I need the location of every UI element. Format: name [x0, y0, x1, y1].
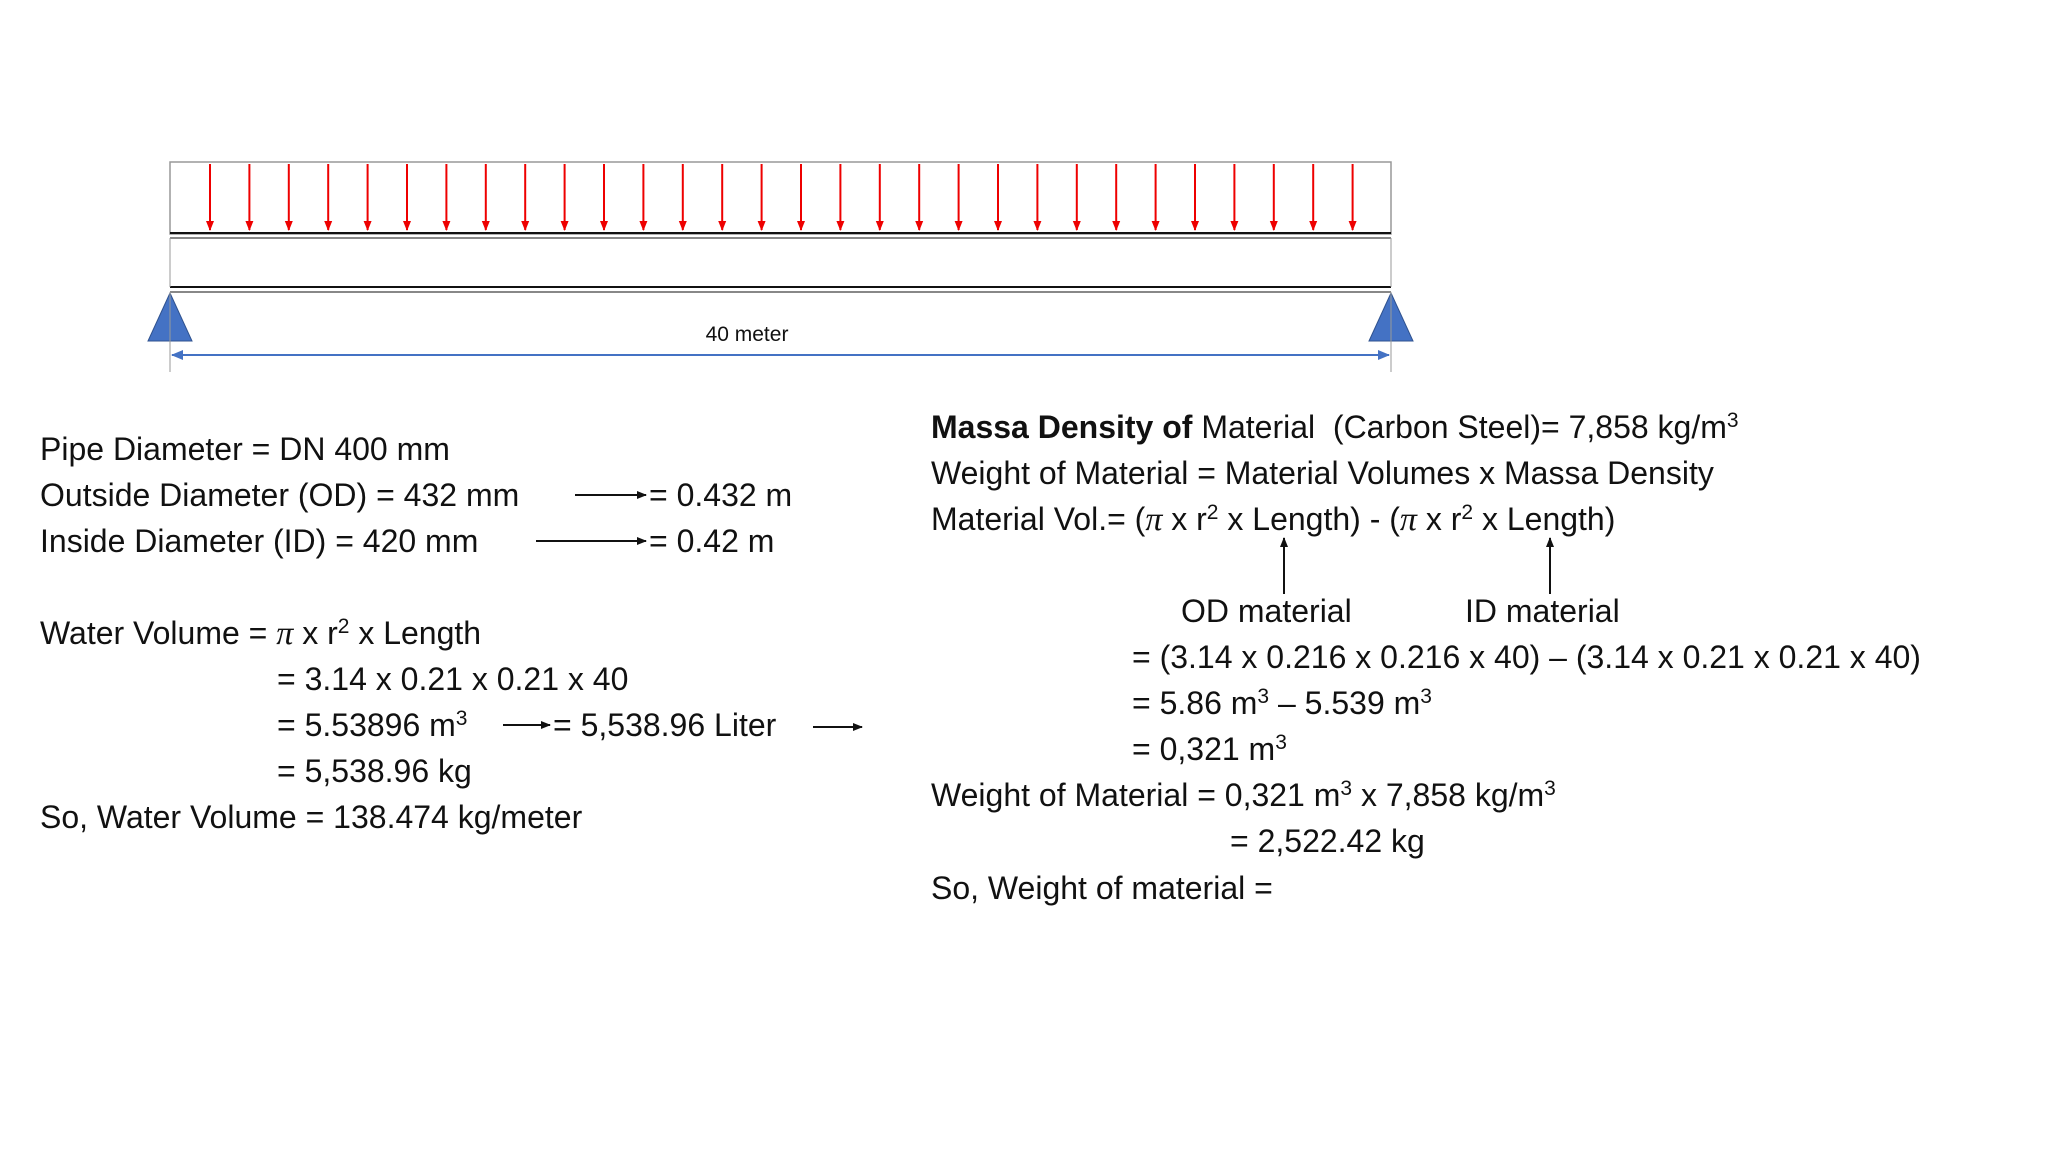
text-line: So, Water Volume = 138.474 kg/meter: [40, 799, 583, 835]
text-segment: = 3.14 x 0.21 x 0.21 x 40: [277, 661, 628, 697]
text-line: = 0,321 m3: [1132, 731, 1287, 768]
text-segment: 2: [338, 615, 350, 638]
text-line: Water Volume = π x r2 x Length: [40, 615, 481, 653]
text-line: Weight of Material = Material Volumes x …: [931, 455, 1714, 491]
text-segment: 2: [1207, 501, 1219, 524]
distributed-load: [206, 164, 1357, 231]
text-segment: So, Weight of material =: [931, 870, 1273, 906]
text-line: Material Vol.= (π x r2 x Length) - (π x …: [931, 501, 1615, 539]
text-segment: 3: [1544, 777, 1556, 800]
text-segment: = 5.86 m: [1132, 685, 1257, 721]
text-segment: x r: [293, 615, 338, 651]
text-segment: = 0.432 m: [649, 477, 792, 513]
text-line: = 0.432 m: [649, 477, 792, 513]
text-segment: 3: [456, 707, 468, 730]
text-line: Weight of Material = 0,321 m3 x 7,858 kg…: [931, 777, 1556, 814]
text-segment: Outside Diameter (OD) = 432 mm: [40, 477, 519, 513]
text-segment: = 2,522.42 kg: [1230, 823, 1425, 859]
text-segment: π: [276, 615, 294, 652]
text-line: So, Weight of material =: [931, 870, 1273, 906]
text-segment: Pipe Diameter = DN 400 mm: [40, 431, 450, 467]
text-segment: Massa Density of: [931, 409, 1193, 445]
text-segment: = 0,321 m: [1132, 731, 1275, 767]
text-segment: x Length) - (: [1218, 501, 1400, 537]
text-segment: – 5.539 m: [1269, 685, 1420, 721]
text-line: Massa Density of Material (Carbon Steel)…: [931, 409, 1739, 446]
text-segment: Weight of Material = 0,321 m: [931, 777, 1340, 813]
text-line: Pipe Diameter = DN 400 mm: [40, 431, 450, 467]
text-line: Inside Diameter (ID) = 420 mm: [40, 523, 478, 559]
text-segment: = 5,538.96 Liter: [553, 707, 777, 743]
text-line: = (3.14 x 0.216 x 0.216 x 40) – (3.14 x …: [1132, 639, 1921, 675]
text-segment: Material Vol.= (: [931, 501, 1146, 537]
text-segment: So, Water Volume = 138.474 kg/meter: [40, 799, 583, 835]
text-segment: ID material: [1465, 593, 1620, 629]
text-line: = 5,538.96 kg: [277, 753, 472, 789]
text-segment: x r: [1162, 501, 1207, 537]
id-label: ID material: [1465, 593, 1620, 629]
text-segment: x Length): [1473, 501, 1615, 537]
text-segment: x Length: [349, 615, 481, 651]
text-segment: OD material: [1181, 593, 1352, 629]
text-line: = 5.86 m3 – 5.539 m3: [1132, 685, 1432, 722]
text-segment: 3: [1340, 777, 1352, 800]
text-segment: x r: [1417, 501, 1462, 537]
text-line: = 2,522.42 kg: [1230, 823, 1425, 859]
text-segment: = (3.14 x 0.216 x 0.216 x 40) – (3.14 x …: [1132, 639, 1921, 675]
water-calculation: Pipe Diameter = DN 400 mm Outside Diamet…: [40, 431, 863, 835]
text-segment: = 0.42 m: [649, 523, 774, 559]
text-line: = 0.42 m: [649, 523, 774, 559]
text-segment: π: [1400, 501, 1418, 538]
text-line: = 5.53896 m3: [277, 707, 467, 744]
text-line: = 5,538.96 Liter: [553, 707, 777, 743]
text-segment: = 5,538.96 kg: [277, 753, 472, 789]
text-segment: π: [1145, 501, 1163, 538]
text-segment: x 7,858 kg/m: [1352, 777, 1544, 813]
beam-diagram: 40 meter: [147, 161, 1414, 372]
text-line: Outside Diameter (OD) = 432 mm: [40, 477, 519, 513]
text-segment: Material (Carbon Steel)= 7,858 kg/m: [1192, 409, 1726, 445]
load-box: [169, 161, 1392, 235]
od-label: OD material: [1181, 593, 1352, 629]
material-calculation: Massa Density of Material (Carbon Steel)…: [931, 409, 1921, 907]
text-segment: 3: [1727, 409, 1739, 432]
text-segment: = 5.53896 m: [277, 707, 456, 743]
text-segment: 2: [1461, 501, 1473, 524]
text-line: = 3.14 x 0.21 x 0.21 x 40: [277, 661, 628, 697]
span-label: 40 meter: [706, 323, 789, 346]
text-segment: Inside Diameter (ID) = 420 mm: [40, 523, 478, 559]
text-segment: 3: [1275, 731, 1287, 754]
text-segment: 3: [1420, 685, 1432, 708]
text-segment: Water Volume =: [40, 615, 276, 651]
text-segment: Weight of Material = Material Volumes x …: [931, 455, 1714, 491]
text-segment: 3: [1257, 685, 1269, 708]
